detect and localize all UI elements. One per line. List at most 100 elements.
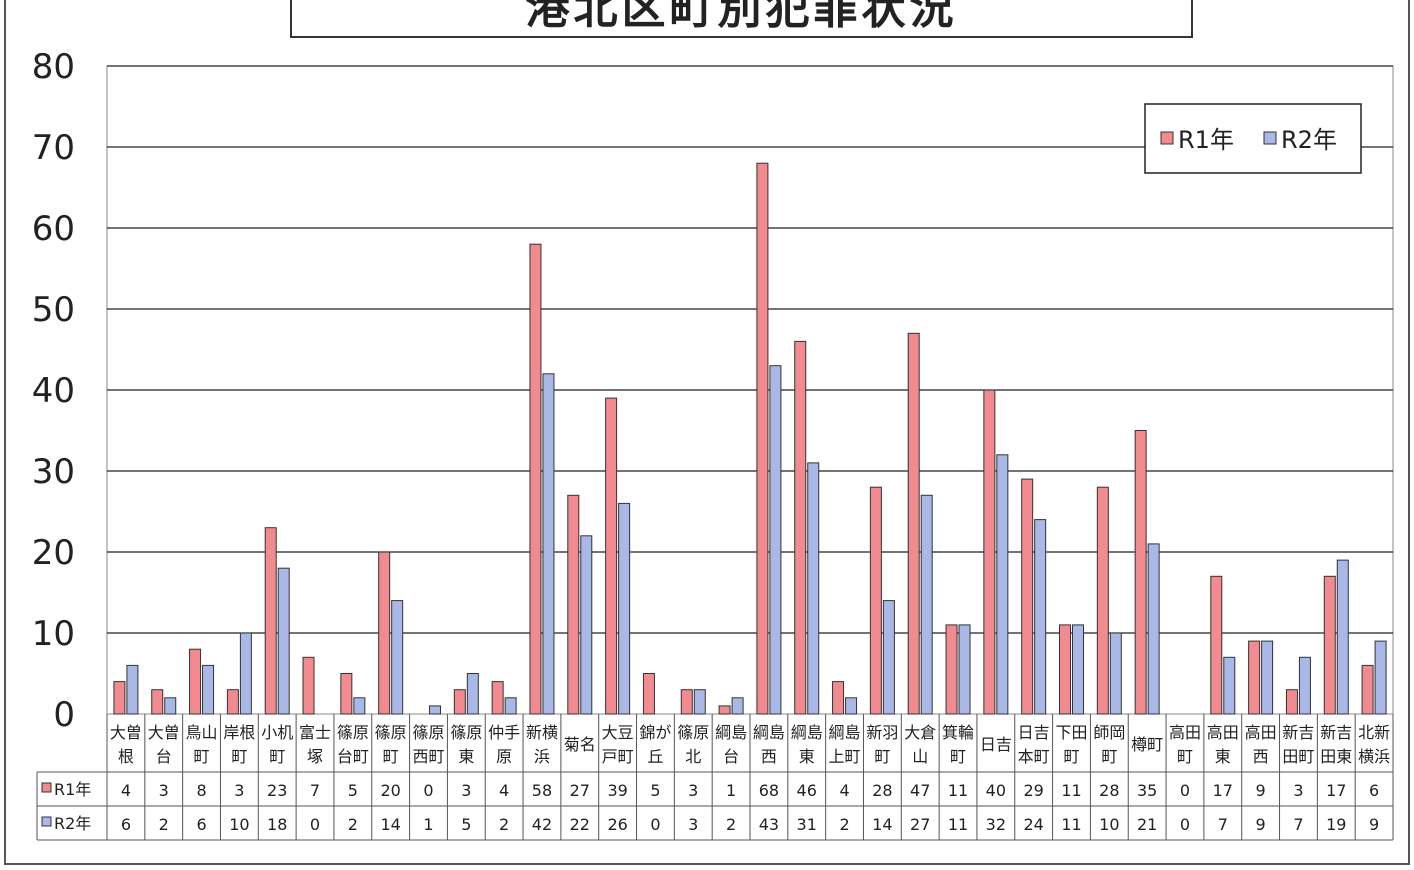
data-label-r2: 42: [532, 815, 552, 834]
legend-label-r2: R2年: [1281, 126, 1337, 154]
category-label: 高田: [1207, 723, 1239, 742]
category-label: 丘: [647, 747, 663, 766]
category-label: 西町: [412, 747, 444, 766]
data-label-r2: 6: [196, 815, 206, 834]
category-label: 樽町: [1131, 735, 1163, 754]
category-label: 浜: [534, 747, 550, 766]
y-tick-label: 70: [32, 128, 75, 168]
data-label-r1: 5: [650, 781, 660, 800]
bar-r1: [151, 689, 164, 715]
category-label: 大曽: [148, 723, 180, 742]
bar-r2: [542, 373, 555, 715]
category-label: 箕輪: [942, 723, 974, 742]
data-label-r1: 27: [570, 781, 590, 800]
category-label: 田町: [1282, 747, 1314, 766]
category-label: 町: [1101, 747, 1117, 766]
category-label: 田東: [1320, 747, 1352, 766]
bar-r1: [189, 648, 202, 715]
category-label: 台: [723, 747, 739, 766]
category-label: 綱島: [829, 723, 861, 742]
data-label-r2: 7: [1293, 815, 1303, 834]
category-label: 西: [1253, 747, 1269, 766]
category-label: 篠原: [412, 723, 444, 742]
data-label-r1: 9: [1256, 781, 1266, 800]
bar-r2: [958, 624, 971, 715]
legend-key-r2: [41, 816, 52, 827]
data-label-r1: 39: [607, 781, 627, 800]
bar-r2: [1034, 519, 1047, 715]
bar-r2: [1072, 624, 1084, 715]
category-label: 綱島: [753, 723, 785, 742]
bar-r2: [202, 664, 215, 715]
bar-r2: [618, 502, 631, 715]
category-label: 小机: [261, 723, 293, 742]
category-label: 大豆: [602, 723, 634, 742]
category-label: 横浜: [1358, 747, 1390, 766]
bar-r1: [1248, 640, 1261, 715]
data-label-r2: 2: [726, 815, 736, 834]
bar-r1: [1096, 486, 1109, 715]
bar-r2: [845, 697, 858, 715]
category-label: 町: [194, 747, 210, 766]
data-label-r1: 1: [726, 781, 736, 800]
data-label-r1: 11: [948, 781, 968, 800]
bar-r1: [680, 689, 693, 715]
bar-r1: [945, 624, 958, 715]
category-label: 塚: [307, 747, 323, 766]
data-label-r1: 17: [1326, 781, 1346, 800]
bar-r1: [1134, 430, 1147, 715]
legend-swatch-r2: [1263, 131, 1277, 145]
bar-r1: [794, 340, 807, 715]
bar-r1: [1210, 575, 1223, 715]
data-label-r2: 10: [229, 815, 249, 834]
bar-r2: [504, 697, 517, 715]
bar-r2: [1336, 559, 1349, 715]
data-label-r1: 0: [1180, 781, 1190, 800]
y-tick-label: 10: [32, 614, 75, 654]
legend-swatch-r1: [1160, 131, 1174, 145]
bar-r2: [1223, 656, 1236, 715]
data-label-r2: 10: [1099, 815, 1119, 834]
category-label: 篠原: [375, 723, 407, 742]
data-label-r1: 17: [1213, 781, 1233, 800]
legend-box: [1144, 103, 1362, 174]
bar-r2: [429, 705, 441, 715]
bar-r1: [453, 689, 466, 715]
category-label: 高田: [1245, 723, 1277, 742]
bar-r2: [1109, 632, 1122, 715]
category-label: 富士: [299, 723, 331, 742]
chart-frame: [4, 0, 1410, 865]
bar-r1: [1361, 664, 1374, 715]
category-label: 町: [269, 747, 285, 766]
data-label-r2: 14: [872, 815, 892, 834]
data-label-r2: 24: [1023, 815, 1043, 834]
category-label: 町: [383, 747, 399, 766]
bar-r2: [996, 454, 1009, 715]
category-label: 錦が: [639, 723, 671, 742]
bar-r2: [1298, 656, 1311, 715]
data-label-r2: 22: [570, 815, 590, 834]
y-tick-label: 40: [32, 371, 75, 411]
data-label-r2: 18: [267, 815, 287, 834]
data-label-r2: 2: [499, 815, 509, 834]
category-label: 台: [156, 747, 172, 766]
category-label: 台町: [337, 747, 369, 766]
bar-r1: [529, 243, 542, 715]
category-label: 篠原: [677, 723, 709, 742]
y-tick-label: 80: [32, 47, 75, 87]
bar-r1: [567, 494, 580, 715]
y-tick-label: 30: [32, 452, 75, 492]
data-label-r1: 58: [532, 781, 552, 800]
bar-r1: [907, 332, 920, 715]
data-label-r2: 19: [1326, 815, 1346, 834]
category-label: 山: [912, 747, 928, 766]
data-label-r2: 2: [348, 815, 358, 834]
bar-r2: [920, 494, 933, 715]
category-label: 下田: [1055, 723, 1087, 742]
bar-r1: [642, 673, 655, 715]
bar-r1: [113, 681, 126, 715]
bar-r1: [983, 389, 996, 715]
bar-r2: [1374, 640, 1387, 715]
category-label: 仲手: [488, 723, 520, 742]
